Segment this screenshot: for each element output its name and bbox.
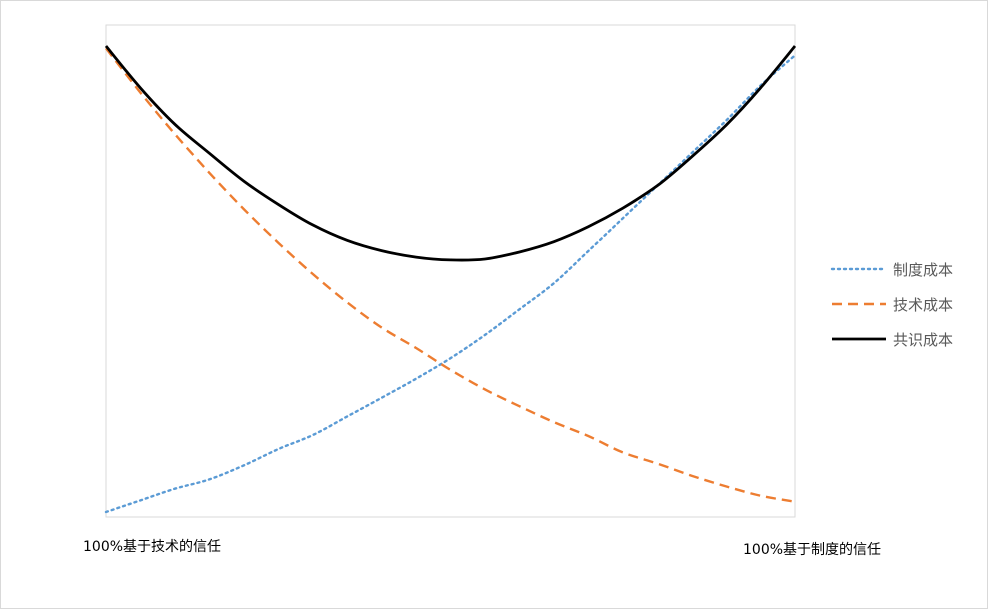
legend-entry-2: 技术成本 [832,296,953,314]
x-axis-left-label: 100%基于技术的信任 [83,538,221,555]
series-1-line [104,54,797,514]
series-3-line [104,45,797,262]
legend-label-1: 制度成本 [893,261,953,279]
legend-entry-3: 共识成本 [832,331,953,349]
legend-entry-1: 制度成本 [830,261,953,279]
legend-label-2: 技术成本 [893,296,953,314]
series-2-line [105,47,796,503]
legend-label-3: 共识成本 [893,331,953,349]
series-layer [104,45,797,514]
plot-area [105,24,796,518]
x-axis-right-label: 100%基于制度的信任 [743,541,881,558]
